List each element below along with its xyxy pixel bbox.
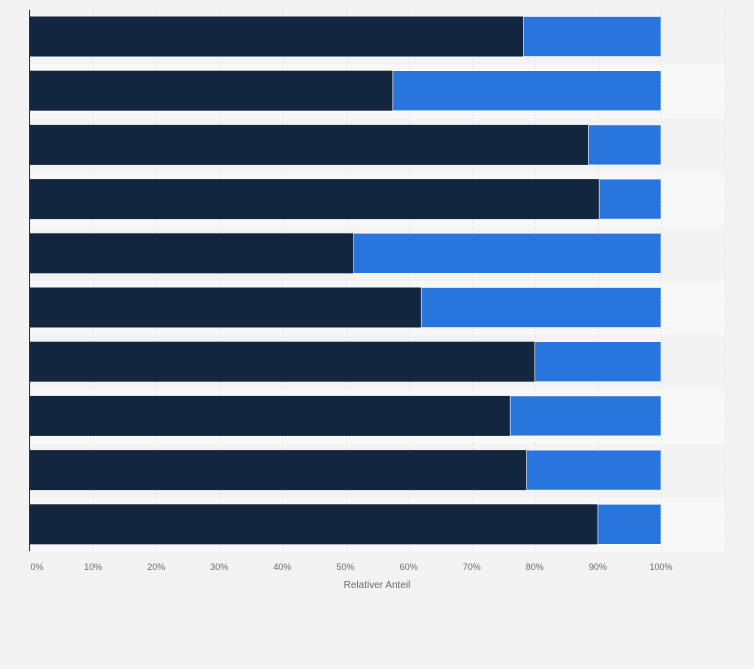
bar-segment-primary[interactable] — [30, 450, 527, 491]
bar-segment-primary[interactable] — [30, 504, 598, 545]
bar-segment-secondary[interactable] — [597, 503, 662, 545]
bars — [30, 16, 662, 545]
x-axis-title: Relativer Anteil — [344, 580, 411, 591]
x-tick-label: 80% — [526, 562, 544, 572]
bar-segment-secondary[interactable] — [526, 449, 662, 491]
bar-segment-primary[interactable] — [30, 341, 535, 382]
bar-segment-secondary[interactable] — [588, 124, 662, 166]
bar-segment-primary[interactable] — [30, 395, 511, 436]
x-tick-label: 10% — [84, 562, 102, 572]
bar-segment-primary[interactable] — [30, 233, 354, 274]
bar-segment-primary[interactable] — [30, 70, 393, 111]
x-tick-label: 0% — [30, 562, 43, 572]
bar-segment-primary[interactable] — [30, 287, 422, 328]
x-tick-label: 100% — [649, 562, 672, 572]
x-tick-label: 70% — [463, 562, 481, 572]
x-tick-label: 90% — [589, 562, 607, 572]
bar-segment-secondary[interactable] — [598, 178, 662, 220]
bar-segment-primary[interactable] — [30, 124, 589, 165]
bar-segment-secondary[interactable] — [353, 233, 662, 274]
bar-segment-secondary[interactable] — [509, 395, 662, 437]
bar-segment-secondary[interactable] — [392, 70, 662, 111]
bar-segment-primary[interactable] — [30, 179, 600, 220]
x-tick-label: 40% — [273, 562, 291, 572]
x-tick-label: 20% — [147, 562, 165, 572]
bar-segment-secondary[interactable] — [420, 287, 662, 328]
bar-segment-secondary[interactable] — [534, 341, 662, 383]
x-tick-label: 30% — [210, 562, 228, 572]
x-axis-ticks: 0% 10% 20% 30% 40% 50% 60% 70% 80% 90% 100% — [30, 562, 672, 572]
bar-segment-secondary[interactable] — [523, 16, 662, 57]
x-tick-label: 50% — [336, 562, 354, 572]
bar-segment-primary[interactable] — [30, 16, 524, 57]
x-tick-label: 60% — [400, 562, 418, 572]
